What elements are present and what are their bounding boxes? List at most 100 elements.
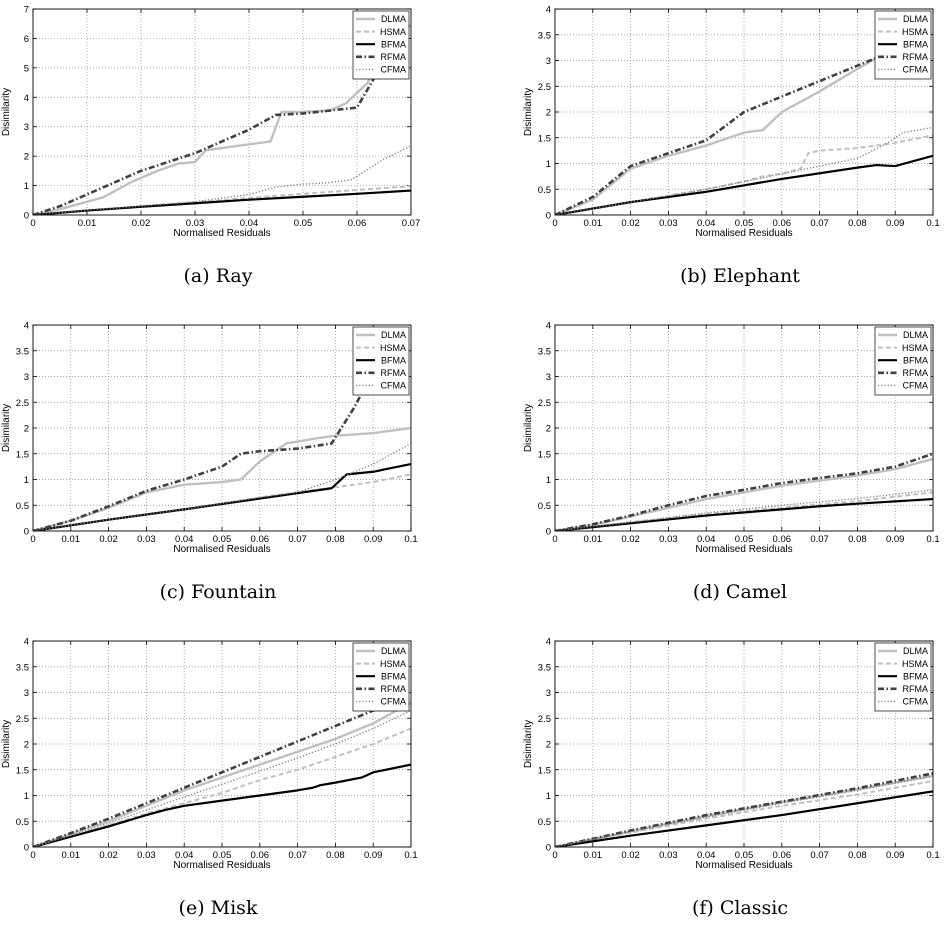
- x-tick-label: 0: [30, 850, 35, 861]
- series-group: [33, 691, 411, 847]
- x-axis-label: Normalised Residuals: [695, 860, 792, 871]
- y-tick-label: 1: [24, 475, 29, 486]
- x-tick-label: 0.07: [288, 534, 307, 545]
- legend-label: RFMA: [381, 684, 407, 694]
- series-line-dlma: [33, 701, 411, 847]
- x-tick-label: 0.07: [810, 534, 829, 545]
- x-tick-label: 0.05: [735, 850, 754, 861]
- y-tick-label: 2.5: [538, 398, 551, 409]
- series-line-dlma: [33, 426, 411, 531]
- series-line-hsma: [33, 185, 411, 215]
- y-tick-label: 2: [24, 740, 29, 751]
- legend-label: CFMA: [903, 65, 929, 75]
- y-tick-label: 0.5: [538, 185, 551, 196]
- x-tick-label: 0.06: [773, 218, 792, 229]
- series-group: [33, 22, 411, 215]
- series-group: [555, 56, 933, 215]
- legend: DLMA HSMA BFMA RFMA CFMA: [874, 10, 932, 80]
- x-axis-label: Normalised Residuals: [173, 228, 270, 239]
- legend-label: BFMA: [903, 39, 928, 49]
- legend-label: RFMA: [903, 52, 929, 62]
- panel-caption: (a) Ray: [184, 265, 253, 287]
- chart-panel-0: 0 0.01 0.02 0.03 0.04 0.05 0.06 0.07 0 1 2 3 4 5 6 7 DLM…: [1, 5, 420, 288]
- series-line-rfma: [555, 772, 933, 847]
- legend-label: RFMA: [381, 52, 407, 62]
- y-axis-label: Disimilarity: [1, 404, 12, 452]
- axes-frame: [32, 324, 412, 532]
- x-tick-label: 0.07: [402, 218, 421, 229]
- x-tick-label: 0.01: [62, 534, 81, 545]
- y-tick-label: 1: [546, 159, 551, 170]
- y-tick-label: 1.5: [16, 449, 29, 460]
- x-tick-label: 0.02: [99, 850, 118, 861]
- x-tick-label: 0.04: [697, 534, 716, 545]
- y-axis-label: Disimilarity: [523, 88, 534, 136]
- legend-label: BFMA: [381, 39, 406, 49]
- y-tick-label: 4: [546, 5, 551, 16]
- y-tick-label: 0: [24, 527, 29, 538]
- series-line-hsma: [555, 780, 933, 847]
- series-line-cfma: [33, 145, 411, 215]
- legend-label: DLMA: [381, 14, 406, 24]
- y-tick-label: 0.5: [16, 501, 29, 512]
- y-axis-label: Disimilarity: [1, 720, 12, 768]
- series-line-bfma: [33, 189, 411, 215]
- y-tick-label: 3: [24, 372, 29, 383]
- y-axis-label: Disimilarity: [1, 88, 12, 136]
- y-tick-label: 1.5: [538, 765, 551, 776]
- x-tick-label: 0.03: [137, 534, 156, 545]
- y-tick-label: 0.5: [538, 817, 551, 828]
- x-tick-label: 0.02: [621, 534, 640, 545]
- series-group: [555, 452, 933, 531]
- y-tick-label: 1: [546, 475, 551, 486]
- x-tick-label: 0.03: [659, 534, 678, 545]
- x-tick-label: 0.03: [186, 218, 205, 229]
- y-tick-label: 3: [24, 122, 29, 133]
- legend-label: CFMA: [381, 381, 407, 391]
- x-tick-label: 0.1: [404, 534, 417, 545]
- series-line-rfma: [33, 370, 375, 531]
- x-tick-label: 0.06: [348, 218, 367, 229]
- axes-frame: [554, 640, 934, 848]
- legend-label: DLMA: [381, 646, 406, 656]
- x-tick-label: 0: [552, 218, 557, 229]
- x-tick-label: 0.1: [926, 218, 939, 229]
- chart-panel-4: 0 0.01 0.02 0.03 0.04 0.05 0.06 0.07 0.08 0.09 0.1…: [1, 637, 418, 920]
- series-line-bfma: [555, 154, 933, 215]
- legend-label: DLMA: [903, 646, 928, 656]
- x-tick-label: 0.01: [584, 534, 603, 545]
- series-line-cfma: [33, 709, 411, 847]
- axes-frame: [554, 8, 934, 216]
- x-tick-label: 0.08: [848, 850, 867, 861]
- chart-panel-3: 0 0.01 0.02 0.03 0.04 0.05 0.06 0.07 0.08 0.09 0.1…: [523, 321, 940, 604]
- x-tick-label: 0.04: [240, 218, 259, 229]
- x-tick-label: 0.07: [810, 850, 829, 861]
- legend-label: BFMA: [903, 671, 928, 681]
- chart-panel-2: 0 0.01 0.02 0.03 0.04 0.05 0.06 0.07 0.08 0.09 0.1…: [1, 321, 418, 604]
- y-tick-label: 3: [546, 688, 551, 699]
- legend-label: HSMA: [380, 343, 406, 353]
- y-tick-label: 3.5: [16, 662, 29, 673]
- x-tick-label: 0.04: [175, 850, 194, 861]
- x-tick-label: 0.01: [78, 218, 97, 229]
- y-tick-label: 7: [24, 5, 29, 16]
- x-tick-label: 0.01: [62, 850, 81, 861]
- x-tick-label: 0.07: [288, 850, 307, 861]
- x-tick-label: 0.06: [773, 850, 792, 861]
- x-tick-label: 0.05: [213, 534, 232, 545]
- legend-label: RFMA: [903, 368, 929, 378]
- x-tick-label: 0.09: [886, 534, 905, 545]
- x-tick-label: 0.09: [364, 534, 383, 545]
- legend: DLMA HSMA BFMA RFMA CFMA: [874, 642, 932, 712]
- series-line-cfma: [555, 126, 933, 215]
- series-line-rfma: [555, 56, 877, 215]
- x-tick-label: 0.01: [584, 218, 603, 229]
- x-tick-label: 0: [30, 534, 35, 545]
- x-tick-label: 0: [30, 218, 35, 229]
- legend-label: CFMA: [381, 65, 407, 75]
- y-tick-label: 4: [24, 637, 29, 648]
- y-tick-label: 0: [546, 211, 551, 222]
- legend-label: CFMA: [903, 381, 929, 391]
- x-tick-label: 0.06: [773, 534, 792, 545]
- series-line-bfma: [555, 497, 933, 531]
